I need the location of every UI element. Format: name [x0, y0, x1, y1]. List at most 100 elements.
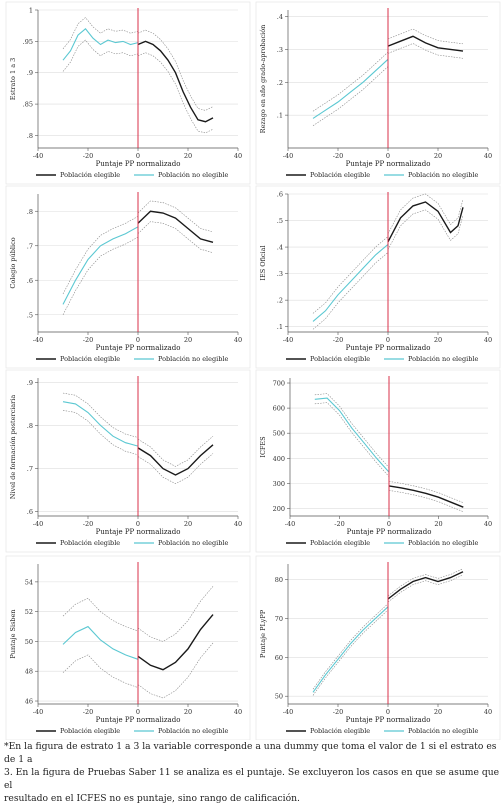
legend-label-no-elegible: Población no elegible: [408, 539, 478, 547]
ci-lower-line: [314, 402, 390, 477]
ci-upper-line: [388, 481, 464, 503]
x-tick-label: 20: [184, 708, 192, 716]
chart-panel-7: 46 48 50 52 54 -40 -20 0 20 40 Puntaje PP normaliz…: [5, 555, 251, 740]
panel-frame: [5, 555, 251, 740]
ci-upper-line: [137, 586, 214, 642]
x-tick-label: 40: [484, 520, 492, 528]
x-axis-label: Puntaje PP normalizado: [96, 528, 181, 536]
series-line-no-elegible: [62, 625, 139, 660]
x-tick-label: 40: [234, 708, 242, 716]
ci-upper-line: [314, 393, 390, 468]
y-tick-label: .9: [27, 379, 33, 387]
y-tick-label: .3: [277, 270, 283, 278]
y-tick-label: .4: [277, 13, 283, 21]
footnote: *En la figura de estrato 1 a 3 la variab…: [4, 740, 500, 805]
legend-label-elegible: Población elegible: [310, 727, 370, 735]
series-line-elegible: [388, 485, 464, 508]
y-tick-label: 48: [25, 668, 33, 676]
y-tick-label: .5: [27, 311, 33, 319]
ci-lower-line: [62, 410, 139, 456]
y-axis-label: IES Oficial: [259, 245, 267, 280]
x-tick-label: 0: [386, 708, 390, 716]
chart-panel-2: .1 .2 .3 .4 -40 -20 0 20 40 Puntaje PP normalizad…: [255, 1, 501, 185]
y-tick-label: 54: [25, 578, 33, 586]
x-tick-label: 0: [386, 152, 390, 160]
legend-label-elegible: Población elegible: [60, 539, 120, 547]
x-tick-label: 40: [484, 336, 492, 344]
series-line-elegible: [387, 201, 464, 243]
x-tick-label: -20: [333, 336, 343, 344]
x-tick-label: 20: [434, 708, 442, 716]
panel-frame: [255, 555, 501, 740]
y-tick-label: .1: [277, 323, 283, 331]
legend-label-elegible: Población elegible: [310, 539, 370, 547]
chart-panel-4: .1 .2 .3 .4 .5 .6 -40 -20 0 20 40 Puntaje PP normal…: [255, 185, 501, 369]
x-tick-label: 20: [184, 152, 192, 160]
legend-label-elegible: Población elegible: [60, 355, 120, 363]
legend-label-no-elegible: Población no elegible: [408, 727, 478, 735]
y-tick-label: .6: [27, 508, 33, 516]
y-tick-label: .95: [23, 38, 33, 46]
x-tick-label: -20: [83, 152, 93, 160]
ci-upper-line: [312, 236, 389, 314]
x-tick-label: -20: [334, 520, 344, 528]
legend-label-no-elegible: Población no elegible: [158, 539, 228, 547]
x-tick-label: 20: [184, 520, 192, 528]
y-tick-label: .8: [27, 132, 33, 140]
footnote-line-2: 3. En la figura de Pruebas Saber 11 se a…: [4, 767, 500, 791]
y-tick-label: 1: [29, 7, 33, 15]
panel-frame: [255, 369, 501, 553]
legend-label-no-elegible: Población no elegible: [158, 171, 228, 179]
x-tick-label: -40: [283, 708, 293, 716]
panel-frame: [5, 185, 251, 369]
x-tick-label: 20: [184, 336, 192, 344]
panel-frame: [5, 369, 251, 553]
ci-upper-line: [62, 392, 139, 438]
x-axis-label: Puntaje PP normalizado: [347, 528, 432, 536]
footnote-line-3: resultado en el ICFES no es puntaje, sin…: [4, 793, 300, 804]
legend-label-no-elegible: Población no elegible: [408, 171, 478, 179]
panel-frame: [255, 1, 501, 185]
legend-label-elegible: Población elegible: [310, 171, 370, 179]
y-tick-label: .3: [277, 46, 283, 54]
x-axis-label: Puntaje PP normalizado: [346, 344, 431, 352]
ci-lower-line: [387, 43, 464, 59]
y-tick-label: .2: [277, 297, 283, 305]
y-axis-label: Puntaje Sisben: [9, 609, 17, 658]
y-tick-label: 50: [25, 638, 33, 646]
series-line-elegible: [387, 571, 464, 600]
x-axis-label: Puntaje PP normalizado: [346, 716, 431, 724]
y-tick-label: 80: [275, 576, 283, 584]
y-tick-label: .5: [277, 217, 283, 225]
x-tick-label: 40: [484, 152, 492, 160]
ci-lower-line: [62, 236, 139, 315]
x-axis-label: Puntaje PP normalizado: [96, 716, 181, 724]
ci-lower-line: [137, 221, 214, 253]
x-tick-label: 0: [136, 336, 140, 344]
y-tick-label: .8: [27, 422, 33, 430]
x-tick-label: -40: [33, 152, 43, 160]
series-line-no-elegible: [314, 397, 390, 473]
legend-label-elegible: Población elegible: [60, 727, 120, 735]
series-line-elegible: [137, 210, 214, 243]
x-axis-label: Puntaje PP normalizado: [96, 160, 181, 168]
x-tick-label: 20: [434, 520, 442, 528]
y-tick-label: .1: [277, 112, 283, 120]
series-line-elegible: [387, 35, 464, 52]
x-tick-label: -20: [83, 708, 93, 716]
ci-upper-line: [62, 597, 139, 632]
x-tick-label: 40: [484, 708, 492, 716]
x-tick-label: -40: [33, 708, 43, 716]
x-tick-label: -40: [285, 520, 295, 528]
x-tick-label: 40: [234, 336, 242, 344]
series-line-no-elegible: [62, 28, 139, 61]
x-axis-label: Puntaje PP normalizado: [346, 160, 431, 168]
x-tick-label: -20: [333, 708, 343, 716]
x-tick-label: 0: [136, 520, 140, 528]
legend-label-elegible: Población elegible: [310, 355, 370, 363]
y-tick-label: 70: [275, 615, 283, 623]
ci-upper-line: [137, 29, 214, 111]
x-tick-label: -40: [33, 520, 43, 528]
ci-lower-line: [137, 453, 214, 485]
ci-lower-line: [137, 642, 214, 699]
